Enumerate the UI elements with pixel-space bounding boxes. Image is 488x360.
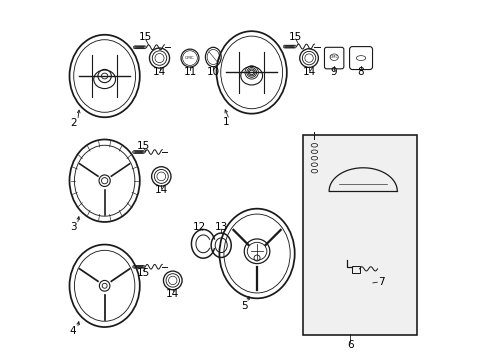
Text: 3: 3 bbox=[70, 222, 76, 231]
Text: 12: 12 bbox=[193, 222, 206, 231]
Text: 11: 11 bbox=[183, 67, 196, 77]
Text: 15: 15 bbox=[139, 32, 152, 42]
Text: 4: 4 bbox=[70, 325, 76, 336]
Text: 7: 7 bbox=[377, 277, 384, 287]
Text: 14: 14 bbox=[302, 67, 315, 77]
Text: 13: 13 bbox=[214, 222, 227, 231]
Text: 15: 15 bbox=[137, 268, 150, 278]
Text: 14: 14 bbox=[166, 289, 179, 299]
Text: GMC: GMC bbox=[329, 55, 338, 59]
Bar bbox=[302, 135, 416, 335]
Text: 10: 10 bbox=[206, 67, 220, 77]
Text: 14: 14 bbox=[154, 185, 167, 195]
Text: 1: 1 bbox=[222, 117, 229, 127]
Text: 8: 8 bbox=[357, 67, 364, 77]
Text: GMC: GMC bbox=[185, 56, 194, 60]
Text: 6: 6 bbox=[346, 340, 353, 350]
Text: 5: 5 bbox=[241, 301, 247, 311]
Text: 14: 14 bbox=[153, 67, 166, 77]
Text: 15: 15 bbox=[288, 32, 302, 41]
Text: 9: 9 bbox=[330, 67, 337, 77]
Polygon shape bbox=[328, 168, 396, 191]
Text: 2: 2 bbox=[70, 118, 76, 128]
Bar bbox=[351, 266, 359, 273]
Text: 15: 15 bbox=[137, 140, 150, 150]
